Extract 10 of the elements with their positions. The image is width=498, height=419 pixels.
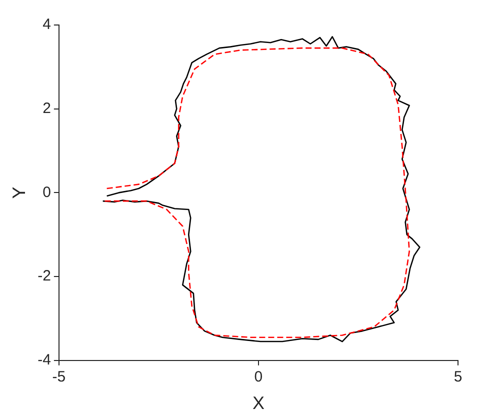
- x-axis-title: X: [252, 393, 264, 414]
- y-axis-title: Y: [8, 186, 29, 199]
- y-tick-label: -4: [38, 352, 51, 369]
- y-tick-label: 2: [42, 100, 51, 117]
- x-tick-label: -5: [52, 368, 66, 386]
- y-tick-label: -2: [38, 268, 51, 285]
- y-tick-label: 4: [42, 16, 51, 34]
- x-tick-label: 0: [254, 368, 263, 386]
- x-tick-label: 5: [454, 368, 462, 386]
- y-tick-label: 0: [42, 184, 51, 201]
